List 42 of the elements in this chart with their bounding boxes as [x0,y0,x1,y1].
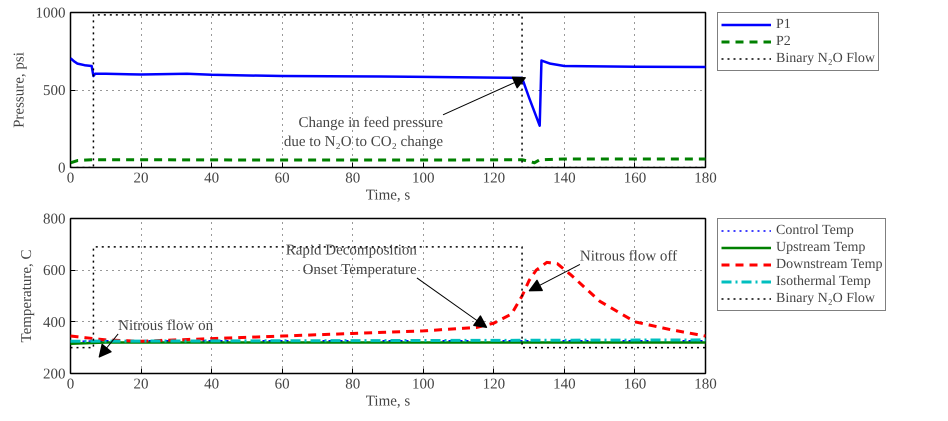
legend-label: Binary N₂O Flow [776,290,875,307]
x-tick-label: 140 [553,376,576,392]
x-tick-label: 80 [345,376,360,392]
line-series [70,260,706,343]
annotation: Nitrous flow off [580,248,678,264]
x-tick-label: 180 [694,376,717,392]
x-tick-label: 60 [274,170,290,186]
x-tick-label: 80 [345,170,360,186]
y-tick-label: 1000 [36,6,66,22]
x-tick-label: 20 [134,376,149,392]
x-axis-title: Time, s [366,394,410,410]
y-axis-title: Temperature, C [19,249,35,343]
legend-label: P1 [776,16,792,33]
x-tick-label: 20 [134,170,149,186]
y-tick-label: 500 [43,83,66,99]
y-tick-label: 400 [43,314,66,331]
legend-label: Upstream Temp [776,239,866,256]
annotation: Nitrous flow on [118,318,214,334]
x-tick-label: 40 [204,170,220,186]
x-tick-label: 40 [204,376,220,392]
y-tick-label: 600 [43,263,66,280]
x-tick-label: 60 [274,376,290,392]
annotation: Rapid Decomposition Onset Temperature [286,242,418,278]
x-axis-title: Time, s [366,188,410,204]
x-tick-label: 100 [412,376,435,392]
annotation: Change in feed pressure due to N₂O to CO₂ change [284,114,444,150]
y-tick-label: 800 [43,212,66,228]
y-axis-title: Pressure, psi [12,52,28,128]
x-tick-label: 160 [624,170,646,186]
legend-label: Control Temp [776,222,854,239]
y-tick-label: 0 [58,160,66,176]
x-tick-label: 120 [482,170,506,186]
x-tick-label: 120 [482,376,506,392]
legend-label: Isothermal Temp [776,273,871,290]
y-tick-label: 200 [43,366,66,382]
x-tick-label: 140 [553,170,576,186]
x-tick-label: 180 [694,170,717,186]
legend-label: Binary N₂O Flow [776,50,875,67]
legend-label: P2 [776,33,792,50]
x-tick-label: 100 [412,170,435,186]
legend-label: Downstream Temp [776,256,882,273]
x-tick-label: 160 [624,376,646,392]
